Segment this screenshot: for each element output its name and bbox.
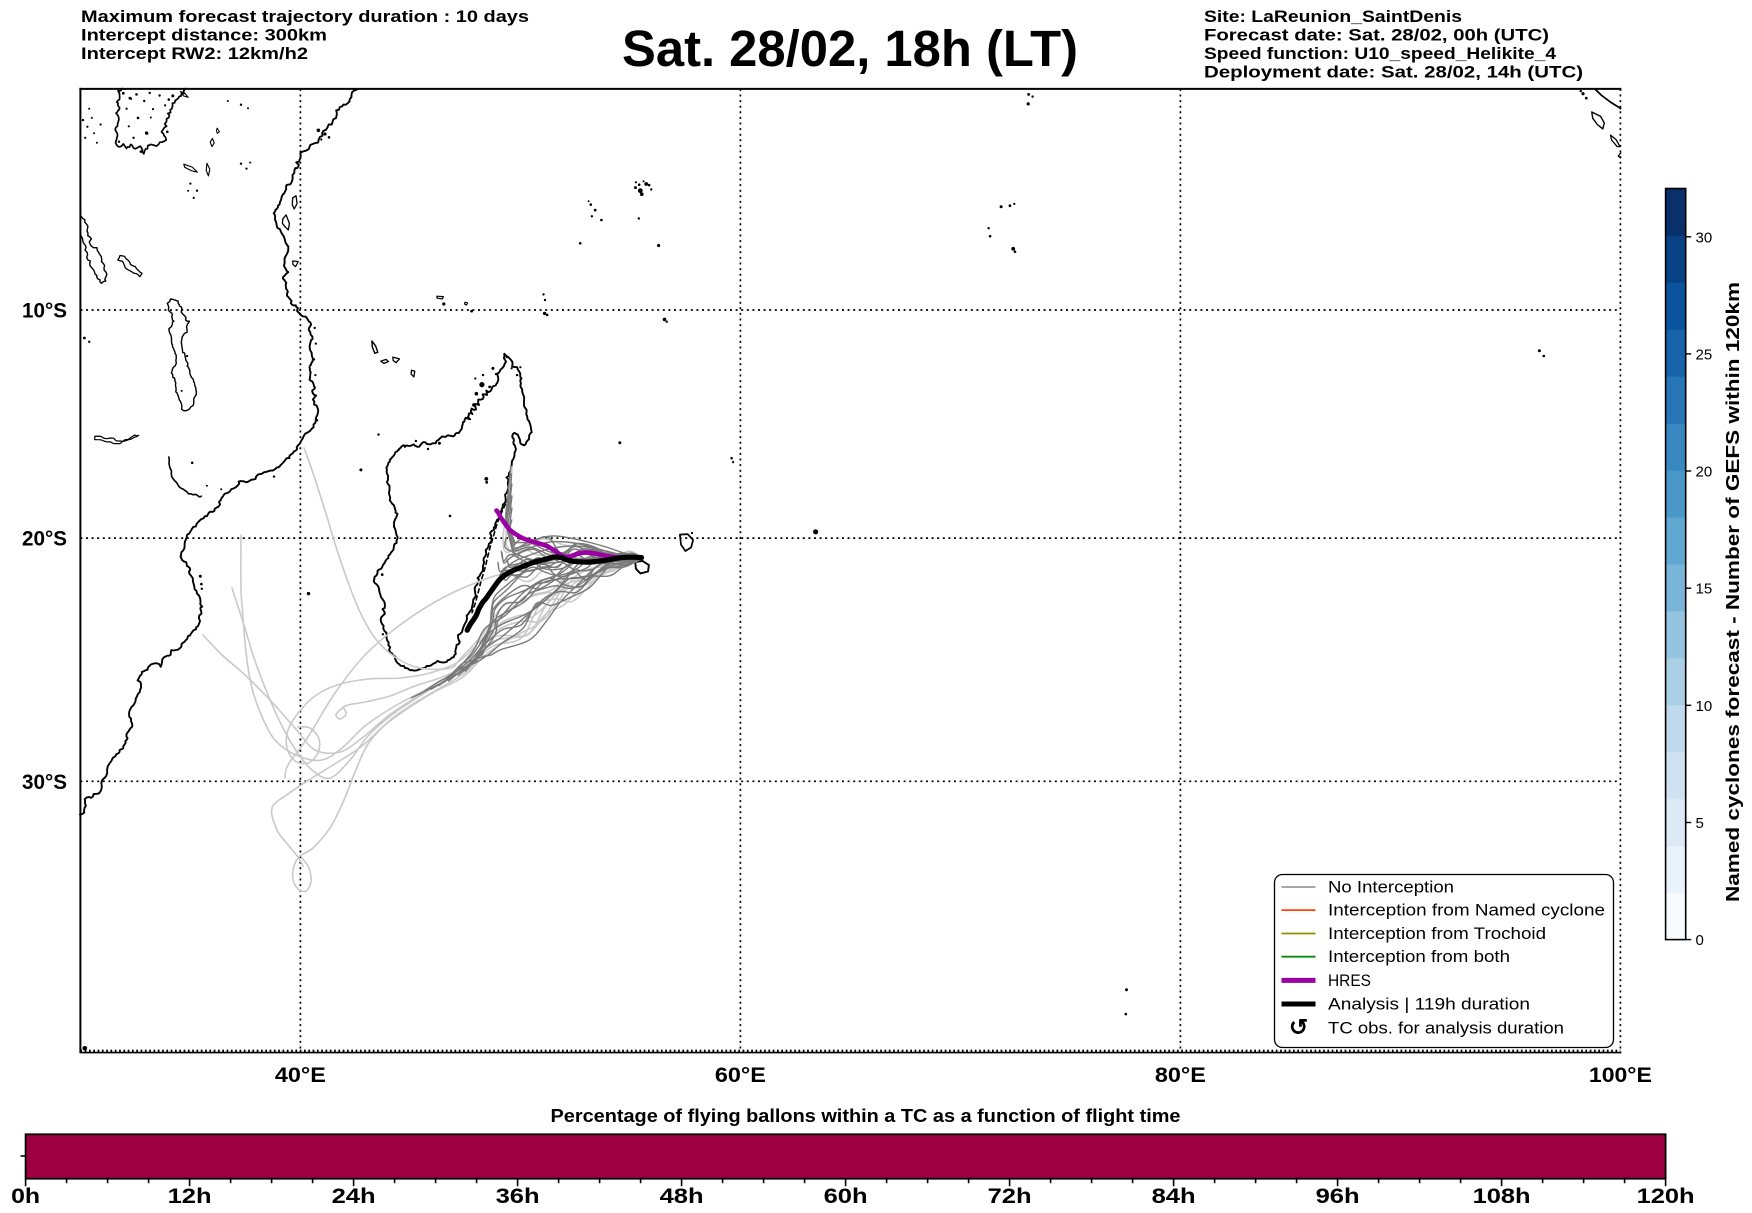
svg-text:72h: 72h [988, 1185, 1032, 1208]
svg-text:40°E: 40°E [275, 1064, 326, 1087]
svg-text:Intercept RW2: 12km/h2: Intercept RW2: 12km/h2 [81, 45, 308, 63]
svg-text:5: 5 [1696, 815, 1704, 832]
svg-text:Named cyclones forecast - Numb: Named cyclones forecast - Number of GEFS… [1723, 282, 1743, 902]
svg-text:30°S: 30°S [22, 771, 67, 794]
svg-text:Analysis | 119h duration: Analysis | 119h duration [1328, 995, 1530, 1014]
svg-text:↺: ↺ [1289, 1014, 1308, 1040]
svg-text:84h: 84h [1152, 1185, 1196, 1208]
svg-text:Intercept distance: 300km: Intercept distance: 300km [81, 27, 327, 45]
svg-text:36h: 36h [496, 1185, 540, 1208]
svg-text:Percentage of flying ballons w: Percentage of flying ballons within a TC… [551, 1105, 1181, 1126]
svg-text:12h: 12h [168, 1185, 212, 1208]
svg-text:100°E: 100°E [1589, 1064, 1652, 1087]
svg-text:Interception from Trochoid: Interception from Trochoid [1328, 924, 1546, 943]
svg-text:120h: 120h [1637, 1185, 1695, 1208]
svg-text:96h: 96h [1316, 1185, 1360, 1208]
svg-text:60h: 60h [824, 1185, 868, 1208]
svg-text:24h: 24h [332, 1185, 376, 1208]
svg-text:Speed function: U10_speed_Heli: Speed function: U10_speed_Helikite_4 [1204, 45, 1557, 63]
svg-text:20: 20 [1696, 464, 1713, 481]
svg-text:0: 0 [1696, 932, 1704, 949]
svg-text:TC obs. for analysis duration: TC obs. for analysis duration [1328, 1018, 1564, 1037]
svg-text:HRES: HRES [1328, 971, 1371, 990]
svg-text:25: 25 [1696, 346, 1713, 363]
svg-text:Site: LaReunion_SaintDenis: Site: LaReunion_SaintDenis [1204, 8, 1462, 26]
svg-text:Interception from Named cyclon: Interception from Named cyclone [1328, 901, 1605, 920]
svg-text:10: 10 [1696, 698, 1713, 715]
svg-text:Sat. 28/02, 18h (LT): Sat. 28/02, 18h (LT) [622, 20, 1078, 77]
svg-text:Interception from both: Interception from both [1328, 947, 1510, 966]
svg-text:Forecast date: Sat. 28/02, 00h: Forecast date: Sat. 28/02, 00h (UTC) [1204, 27, 1549, 45]
svg-text:No Interception: No Interception [1328, 878, 1454, 897]
svg-text:80°E: 80°E [1155, 1064, 1206, 1087]
svg-text:15: 15 [1696, 581, 1713, 598]
svg-text:0h: 0h [11, 1185, 40, 1208]
svg-text:Maximum forecast trajectory du: Maximum forecast trajectory duration : 1… [81, 8, 529, 26]
svg-text:48h: 48h [660, 1185, 704, 1208]
svg-text:20°S: 20°S [22, 528, 67, 551]
svg-text:108h: 108h [1473, 1185, 1531, 1208]
svg-text:Deployment date: Sat. 28/02, 1: Deployment date: Sat. 28/02, 14h (UTC) [1204, 64, 1583, 82]
svg-text:60°E: 60°E [715, 1064, 766, 1087]
svg-text:30: 30 [1696, 229, 1713, 246]
svg-text:10°S: 10°S [22, 300, 67, 323]
